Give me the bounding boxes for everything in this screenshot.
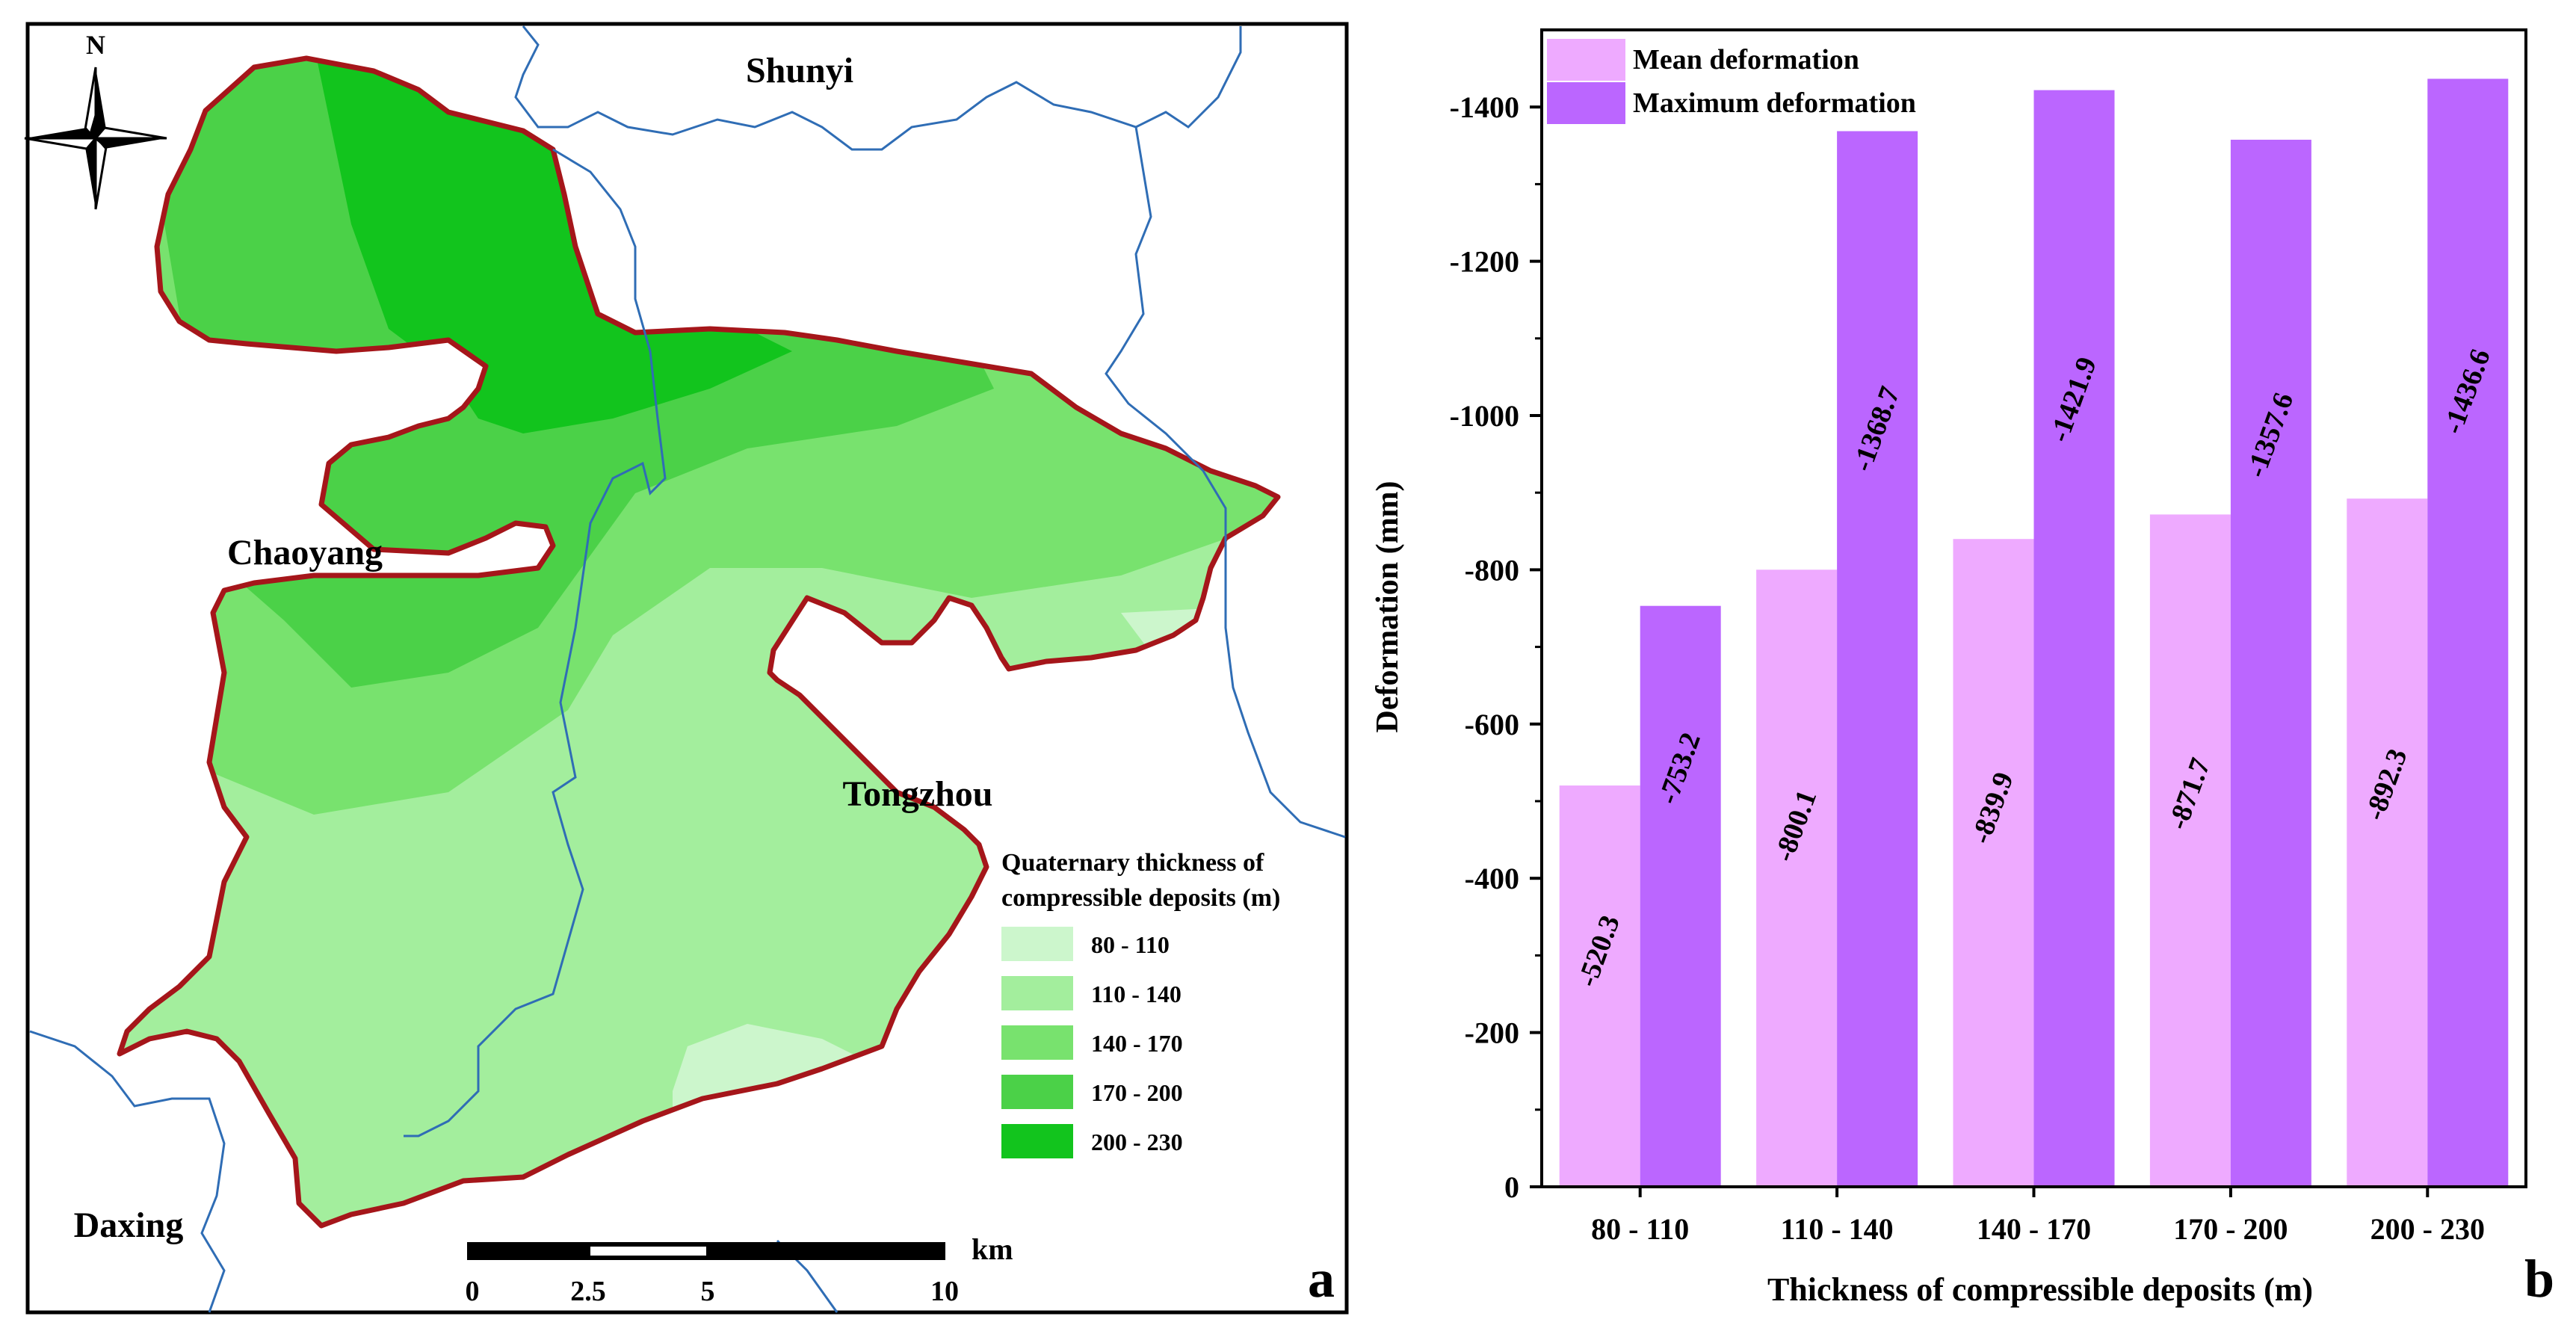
- x-tick-label: 80 - 110: [1591, 1212, 1689, 1246]
- x-tick-label: 110 - 140: [1781, 1212, 1894, 1246]
- map-legend-label: 200 - 230: [1091, 1129, 1183, 1155]
- map-legend-swatch: [1001, 1025, 1073, 1060]
- bar-maximum-deformation: [2033, 90, 2115, 1187]
- x-tick-label: 200 - 230: [2370, 1212, 2485, 1246]
- bar-maximum-deformation: [1837, 131, 1918, 1188]
- scale-tick-2-5: 2.5: [570, 1276, 606, 1307]
- y-tick-label: -800: [1465, 553, 1519, 587]
- map-legend-title-line2: compressible deposits (m): [1001, 884, 1280, 912]
- scale-bar-unit: km: [972, 1232, 1013, 1266]
- district-label-shunyi: Shunyi: [746, 51, 853, 90]
- district-label-chaoyang: Chaoyang: [227, 533, 383, 572]
- y-tick-label: -200: [1465, 1016, 1519, 1050]
- map-legend-title-line1: Quaternary thickness of: [1001, 849, 1264, 877]
- map-panel: N Shunyi Chaoyang Tongzhou Daxing Quater…: [24, 22, 1349, 1315]
- shunyi-boundary-line: [514, 25, 1242, 151]
- map-legend-label: 80 - 110: [1091, 931, 1170, 958]
- axes: 80 - 110 110 - 140 140 - 170 170 - 200 200 -…: [1450, 28, 2527, 1246]
- bar-maximum-deformation: [2230, 139, 2311, 1188]
- bar-mean-deformation: [1559, 785, 1640, 1187]
- chart-legend-swatch: [1547, 82, 1625, 124]
- y-tick-label: -400: [1465, 862, 1519, 895]
- bar-maximum-deformation: [2427, 78, 2509, 1187]
- zone-200-230: [314, 58, 792, 433]
- bar-chart-panel: -520.3-753.2-800.1-1368.7-839.9-1421.9-8…: [1371, 28, 2554, 1309]
- y-axis-label: Deformation (mm): [1371, 481, 1405, 732]
- x-tick-label: 140 - 170: [1977, 1212, 2091, 1246]
- district-label-daxing: Daxing: [74, 1205, 184, 1245]
- north-arrow-icon: [24, 67, 167, 210]
- x-tick-label: 170 - 200: [2173, 1212, 2288, 1246]
- scale-tick-5: 5: [701, 1276, 715, 1307]
- bar-maximum-deformation: [1640, 605, 1721, 1187]
- map-legend-label: 110 - 140: [1091, 981, 1182, 1007]
- district-boundaries: [29, 25, 1346, 1313]
- chaoyang-tongzhou-line: [404, 148, 667, 1137]
- y-tick-label: -1000: [1450, 399, 1519, 433]
- panel-label-a: a: [1308, 1249, 1335, 1309]
- study-area-boundary: [117, 55, 1281, 1229]
- y-tick-label: -600: [1465, 708, 1519, 741]
- y-tick-label: -1200: [1450, 245, 1519, 279]
- chart-legend-swatch: [1547, 39, 1625, 81]
- scale-bar-white-segment: [590, 1247, 706, 1256]
- map-legend-swatch: [1001, 927, 1073, 961]
- bar-mean-deformation: [2347, 498, 2428, 1187]
- map-legend: Quaternary thickness of compressible dep…: [1001, 849, 1280, 1158]
- district-label-tongzhou: Tongzhou: [843, 774, 993, 814]
- x-axis-label: Thickness of compressible deposits (m): [1767, 1271, 2313, 1308]
- map-legend-swatch: [1001, 1075, 1073, 1109]
- plot-frame: [1540, 28, 2527, 1188]
- bar-mean-deformation: [2149, 514, 2231, 1187]
- map-legend-swatch: [1001, 976, 1073, 1010]
- north-label: N: [86, 30, 105, 60]
- map-legend-label: 140 - 170: [1091, 1030, 1183, 1057]
- bars: [1559, 78, 2509, 1188]
- y-tick-label: 0: [1504, 1170, 1519, 1204]
- panel-label-b: b: [2524, 1249, 2554, 1309]
- chart-legend-label: Mean deformation: [1633, 44, 1859, 75]
- scale-tick-0: 0: [466, 1276, 480, 1307]
- y-tick-label: -1400: [1450, 90, 1519, 124]
- scale-bar: km 0 2.5 5 10: [466, 1232, 1013, 1307]
- east-district-line: [1105, 126, 1346, 839]
- chart-legend: Mean deformation Maximum deformation: [1547, 39, 1916, 124]
- bar-mean-deformation: [1756, 569, 1838, 1187]
- map-legend-label: 170 - 200: [1091, 1079, 1183, 1106]
- daxing-boundary-line: [29, 1030, 226, 1313]
- scale-tick-10: 10: [930, 1276, 959, 1307]
- bar-mean-deformation: [1953, 539, 2034, 1187]
- map-legend-swatch: [1001, 1124, 1073, 1158]
- chart-legend-label: Maximum deformation: [1633, 87, 1916, 119]
